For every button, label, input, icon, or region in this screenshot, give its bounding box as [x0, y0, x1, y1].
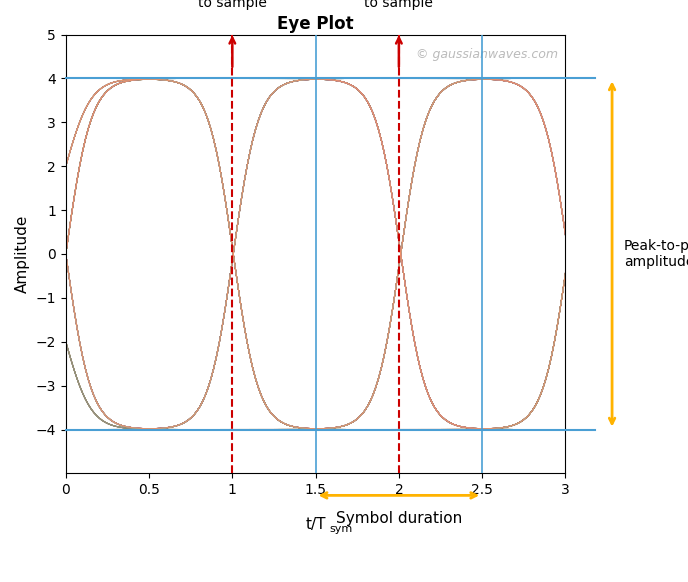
Y-axis label: Amplitude: Amplitude: [15, 215, 30, 293]
Text: Best time
to sample: Best time to sample: [198, 0, 267, 10]
Text: t/T: t/T: [305, 517, 326, 533]
Title: Eye Plot: Eye Plot: [277, 15, 354, 33]
Text: © gaussianwaves.com: © gaussianwaves.com: [416, 48, 557, 61]
Text: Best time
to sample: Best time to sample: [365, 0, 433, 10]
Text: Peak-to-peak
amplitude: Peak-to-peak amplitude: [624, 239, 688, 269]
Text: Symbol duration: Symbol duration: [336, 511, 462, 526]
Text: sym: sym: [329, 524, 352, 534]
